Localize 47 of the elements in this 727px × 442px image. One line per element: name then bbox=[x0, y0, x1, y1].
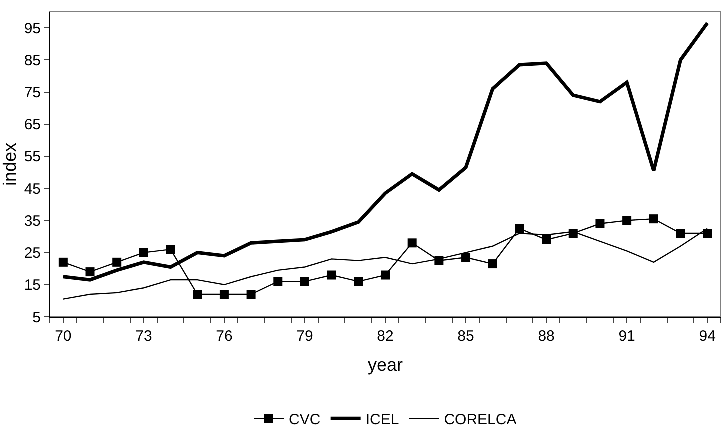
point bbox=[462, 253, 471, 262]
y-tick-label: 65 bbox=[24, 116, 41, 134]
point bbox=[542, 235, 552, 244]
legend-label: CVC bbox=[289, 412, 321, 428]
y-tick-label: 55 bbox=[24, 148, 41, 166]
point bbox=[139, 248, 148, 258]
point bbox=[676, 229, 686, 238]
point bbox=[354, 277, 364, 286]
point bbox=[58, 258, 68, 267]
point bbox=[112, 258, 122, 267]
x-axis-title: year bbox=[368, 355, 404, 376]
x-tick-label: 88 bbox=[538, 328, 555, 345]
point bbox=[703, 229, 712, 238]
point bbox=[622, 216, 632, 226]
point bbox=[300, 277, 310, 286]
point bbox=[596, 219, 605, 228]
x-tick-label: 85 bbox=[458, 328, 474, 345]
y-tick-label: 25 bbox=[24, 245, 41, 262]
y-axis-title: index bbox=[0, 142, 20, 186]
x-tick-label: 91 bbox=[618, 328, 636, 345]
y-tick-label: 95 bbox=[24, 20, 41, 38]
point bbox=[166, 245, 176, 254]
y-tick-label: 75 bbox=[24, 84, 41, 102]
y-tick-label: 5 bbox=[32, 309, 41, 326]
y-tick-label: 45 bbox=[24, 180, 41, 198]
point bbox=[327, 270, 336, 280]
x-tick-label: 82 bbox=[377, 328, 394, 345]
x-tick-label: 79 bbox=[296, 328, 314, 345]
legend-label: ICEL bbox=[366, 412, 400, 428]
x-tick-label: 94 bbox=[699, 328, 716, 345]
legend-label: CORELCA bbox=[444, 412, 517, 428]
x-tick-label: 76 bbox=[216, 328, 233, 345]
x-tick-label: 73 bbox=[136, 328, 152, 345]
y-tick-label: 15 bbox=[24, 277, 41, 294]
point bbox=[220, 290, 229, 300]
point bbox=[488, 260, 498, 269]
y-tick-label: 35 bbox=[24, 212, 41, 230]
point bbox=[274, 277, 283, 286]
point bbox=[649, 214, 658, 224]
point bbox=[408, 238, 417, 248]
point bbox=[246, 290, 256, 300]
point bbox=[86, 268, 95, 277]
y-tick-label: 85 bbox=[24, 52, 41, 70]
x-tick-label: 70 bbox=[55, 328, 72, 345]
point bbox=[515, 224, 524, 234]
point bbox=[193, 290, 202, 300]
point bbox=[381, 270, 390, 280]
